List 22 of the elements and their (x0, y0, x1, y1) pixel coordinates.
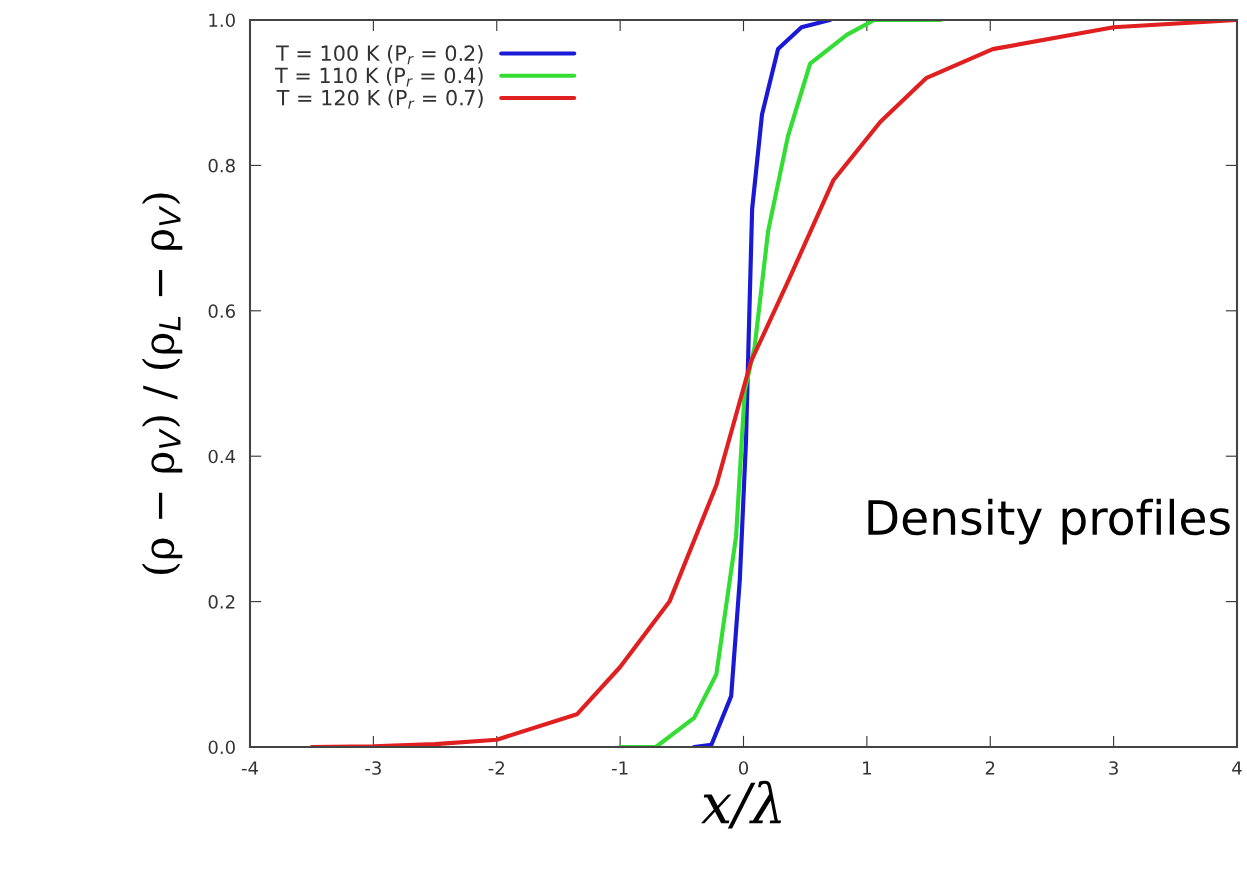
x-tick-label: -1 (612, 761, 628, 775)
x-tick-label: -4 (241, 761, 258, 775)
x-tick-label: 4 (1232, 761, 1242, 775)
y-tick-label: 1.0 (209, 13, 235, 28)
x-tick-label: 0 (738, 761, 749, 775)
x-tick-label: -3 (365, 761, 381, 775)
y-tick-label: 0.8 (208, 158, 235, 173)
x-axis-title: x/λ (701, 780, 782, 829)
y-tick-label: 0.2 (208, 595, 235, 609)
y-tick-label: 0.6 (208, 304, 235, 318)
x-tick-label: 2 (985, 761, 995, 775)
line-series (692, 20, 832, 747)
y-axis-title: (ρ − ρ$_{V}$) / (ρ$_{L}$ − ρ$_{V}$) (141, 193, 183, 574)
y-tick-label: 0.0 (208, 740, 235, 755)
legend-label: T = 100 K (P$_{r}$ = 0.2) (275, 45, 483, 65)
x-tick-label: 1 (863, 761, 871, 775)
legend-label: T = 110 K (P$_{r}$ = 0.4) (274, 67, 483, 87)
x-tick-label: -2 (488, 761, 504, 775)
y-tick-label: 0.4 (208, 449, 236, 464)
annotation: Density profiles (868, 498, 1230, 545)
legend-label: T = 120 K (P$_{r}$ = 0.7) (276, 89, 483, 109)
x-tick-label: 3 (1109, 761, 1118, 775)
